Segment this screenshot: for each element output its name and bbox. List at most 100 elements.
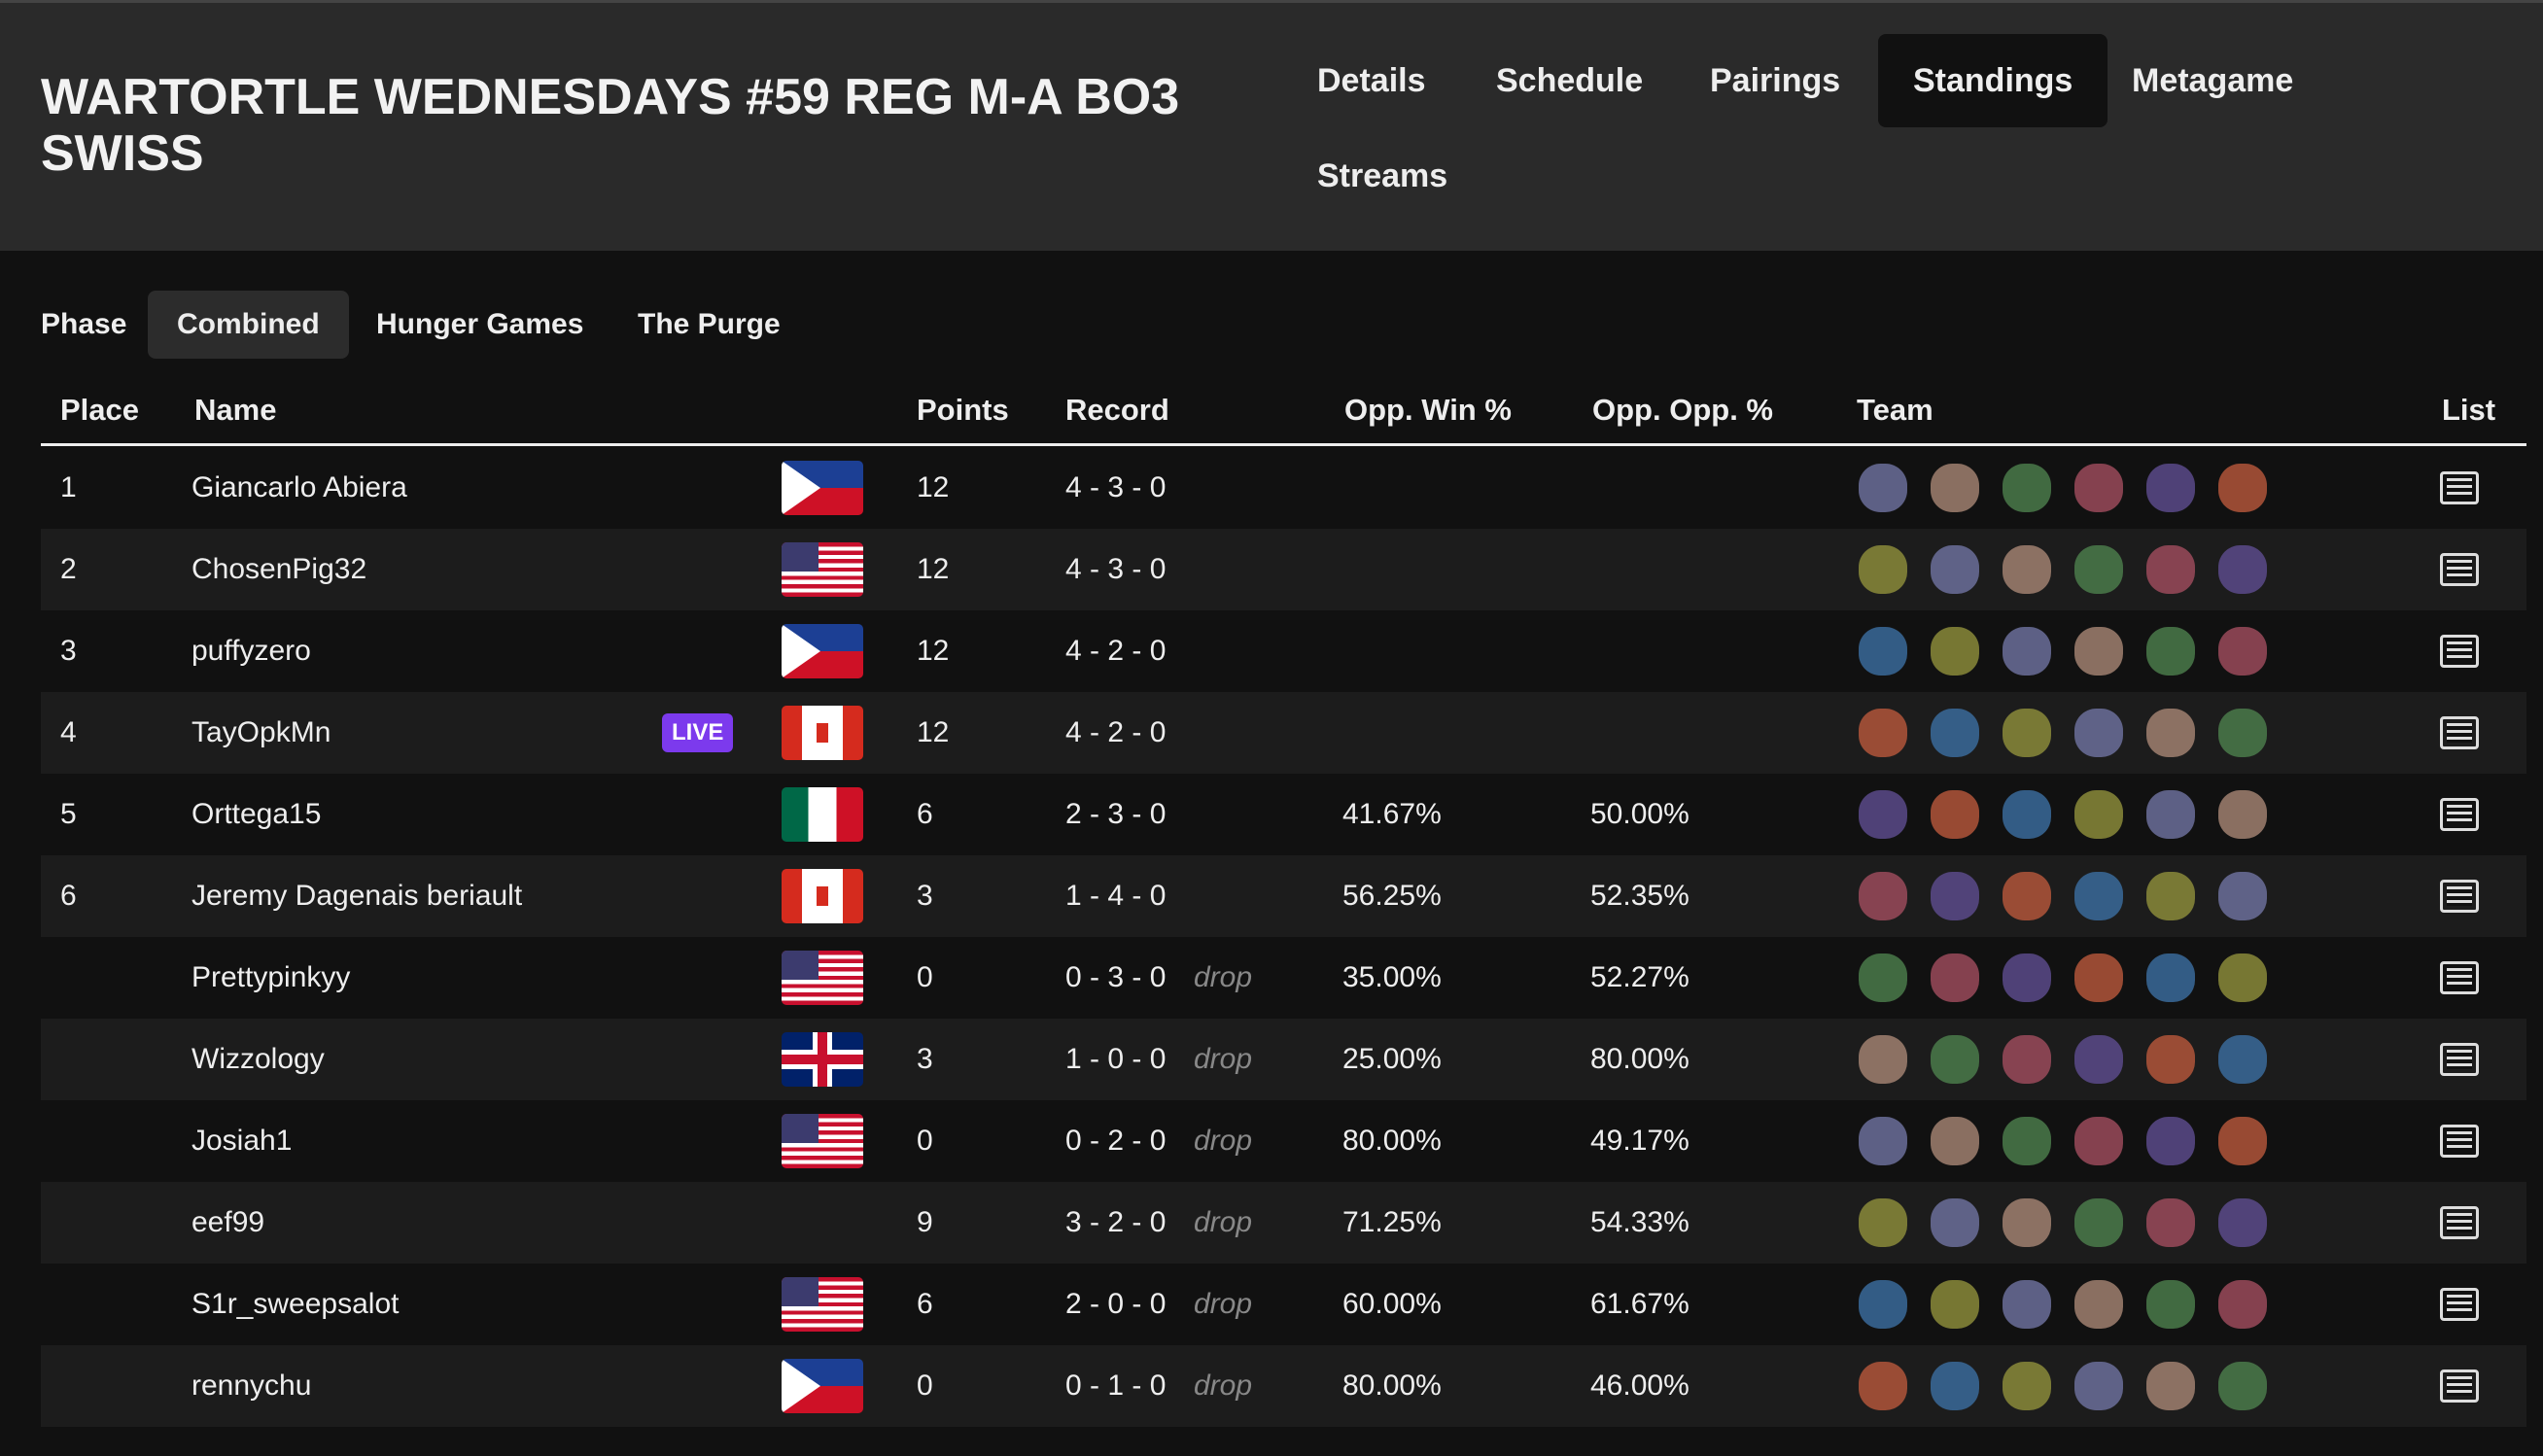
pokemon-sprite bbox=[2146, 545, 2195, 594]
pokemon-sprite bbox=[2146, 1280, 2195, 1329]
pokemon-sprite bbox=[1931, 1280, 1979, 1329]
header: WARTORTLE WEDNESDAYS #59 REG M-A BO3 SWI… bbox=[0, 0, 2543, 251]
list-icon[interactable] bbox=[2440, 1369, 2479, 1403]
pokemon-sprite bbox=[2146, 709, 2195, 757]
standings-row: Josiah1 0 0 - 2 - 0 drop 80.00% 49.17% bbox=[41, 1100, 2526, 1182]
record: 2 - 3 - 0 bbox=[1065, 798, 1167, 830]
pokemon-sprite bbox=[2146, 464, 2195, 512]
record: 0 - 2 - 0 bbox=[1065, 1125, 1167, 1157]
record: 2 - 0 - 0 bbox=[1065, 1288, 1167, 1320]
drop-status: drop bbox=[1194, 1125, 1253, 1157]
pokemon-sprite bbox=[1859, 545, 1907, 594]
pokemon-sprite bbox=[2146, 1198, 2195, 1247]
flag-leaf bbox=[817, 723, 828, 743]
pokemon-sprite bbox=[2003, 545, 2051, 594]
opp-win: 41.67% bbox=[1342, 798, 1442, 830]
nav-tab[interactable]: Metagame bbox=[2132, 62, 2294, 99]
pokemon-sprite bbox=[2218, 790, 2267, 839]
list-icon[interactable] bbox=[2440, 880, 2479, 913]
player-name[interactable]: Giancarlo Abiera bbox=[192, 471, 407, 503]
nav-tab[interactable]: Schedule bbox=[1496, 62, 1644, 99]
pokemon-sprite bbox=[2074, 1280, 2123, 1329]
place: 1 bbox=[60, 471, 77, 503]
pokemon-sprite bbox=[1931, 1117, 1979, 1165]
opp-win: 80.00% bbox=[1342, 1369, 1442, 1402]
country-flag bbox=[782, 787, 863, 842]
opp-opp: 54.33% bbox=[1590, 1206, 1690, 1238]
flag-canton bbox=[782, 1277, 819, 1306]
player-name[interactable]: rennychu bbox=[192, 1369, 312, 1402]
player-name[interactable]: Jeremy Dagenais beriault bbox=[192, 880, 523, 912]
standings-row: 3 puffyzero 12 4 - 2 - 0 bbox=[41, 610, 2526, 692]
pokemon-sprite bbox=[2003, 1035, 2051, 1084]
pokemon-sprite bbox=[2074, 1035, 2123, 1084]
pokemon-sprite bbox=[1859, 1280, 1907, 1329]
standings-row: 1 Giancarlo Abiera 12 4 - 3 - 0 bbox=[41, 447, 2526, 529]
list-icon[interactable] bbox=[2440, 471, 2479, 504]
pokemon-sprite bbox=[2003, 953, 2051, 1002]
player-name[interactable]: TayOpkMn bbox=[192, 716, 331, 748]
points: 12 bbox=[917, 635, 950, 667]
phase-tab[interactable]: Combined bbox=[148, 291, 349, 359]
player-name[interactable]: eef99 bbox=[192, 1206, 265, 1238]
list-icon[interactable] bbox=[2440, 553, 2479, 586]
nav-tab[interactable]: Pairings bbox=[1710, 62, 1841, 99]
country-flag bbox=[782, 1114, 863, 1168]
opp-opp: 46.00% bbox=[1590, 1369, 1690, 1402]
pokemon-sprite bbox=[2146, 872, 2195, 920]
list-icon[interactable] bbox=[2440, 1043, 2479, 1076]
column-header: Team bbox=[1857, 393, 1933, 427]
drop-status: drop bbox=[1194, 961, 1253, 993]
header-rule bbox=[41, 443, 2526, 446]
pokemon-sprite bbox=[1859, 1198, 1907, 1247]
pokemon-sprite bbox=[2146, 1035, 2195, 1084]
points: 0 bbox=[917, 1125, 933, 1157]
list-icon[interactable] bbox=[2440, 1288, 2479, 1321]
player-name[interactable]: ChosenPig32 bbox=[192, 553, 367, 585]
nav-tab[interactable]: Standings bbox=[1878, 34, 2108, 127]
pokemon-sprite bbox=[2074, 627, 2123, 676]
country-flag bbox=[782, 1359, 863, 1413]
player-name[interactable]: Wizzology bbox=[192, 1043, 325, 1075]
opp-win: 80.00% bbox=[1342, 1125, 1442, 1157]
record: 4 - 2 - 0 bbox=[1065, 635, 1167, 667]
flag-triangle bbox=[782, 624, 820, 678]
pokemon-sprite bbox=[1859, 953, 1907, 1002]
player-name[interactable]: puffyzero bbox=[192, 635, 311, 667]
column-header: List bbox=[2442, 393, 2496, 427]
standings-row: 6 Jeremy Dagenais beriault 3 1 - 4 - 0 56.25… bbox=[41, 855, 2526, 937]
pokemon-sprite bbox=[1931, 1362, 1979, 1410]
column-header: Name bbox=[194, 393, 277, 427]
phase-tab[interactable]: The Purge bbox=[638, 308, 781, 340]
pokemon-sprite bbox=[1859, 709, 1907, 757]
player-name[interactable]: Prettypinkyy bbox=[192, 961, 351, 993]
pokemon-sprite bbox=[2146, 953, 2195, 1002]
list-icon[interactable] bbox=[2440, 798, 2479, 831]
live-badge[interactable]: LIVE bbox=[662, 713, 734, 752]
phase-tab[interactable]: Hunger Games bbox=[376, 308, 584, 340]
list-icon[interactable] bbox=[2440, 961, 2479, 994]
player-name[interactable]: Orttega15 bbox=[192, 798, 322, 830]
pokemon-sprite bbox=[1931, 709, 1979, 757]
points: 12 bbox=[917, 553, 950, 585]
pokemon-sprite bbox=[2218, 627, 2267, 676]
list-icon[interactable] bbox=[2440, 716, 2479, 749]
points: 12 bbox=[917, 471, 950, 503]
points: 9 bbox=[917, 1206, 933, 1238]
pokemon-sprite bbox=[2003, 790, 2051, 839]
nav-tab[interactable]: Streams bbox=[1317, 157, 1448, 194]
pokemon-sprite bbox=[2074, 1362, 2123, 1410]
drop-status: drop bbox=[1194, 1369, 1253, 1402]
record: 4 - 2 - 0 bbox=[1065, 716, 1167, 748]
nav-tab[interactable]: Details bbox=[1317, 62, 1426, 99]
list-icon[interactable] bbox=[2440, 635, 2479, 668]
player-name[interactable]: S1r_sweepsalot bbox=[192, 1288, 400, 1320]
list-icon[interactable] bbox=[2440, 1125, 2479, 1158]
record: 0 - 1 - 0 bbox=[1065, 1369, 1167, 1402]
drop-status: drop bbox=[1194, 1288, 1253, 1320]
player-name[interactable]: Josiah1 bbox=[192, 1125, 293, 1157]
pokemon-sprite bbox=[2218, 709, 2267, 757]
list-icon[interactable] bbox=[2440, 1206, 2479, 1239]
opp-opp: 52.35% bbox=[1590, 880, 1690, 912]
standings-row: eef99 9 3 - 2 - 0 drop 71.25% 54.33% bbox=[41, 1182, 2526, 1264]
